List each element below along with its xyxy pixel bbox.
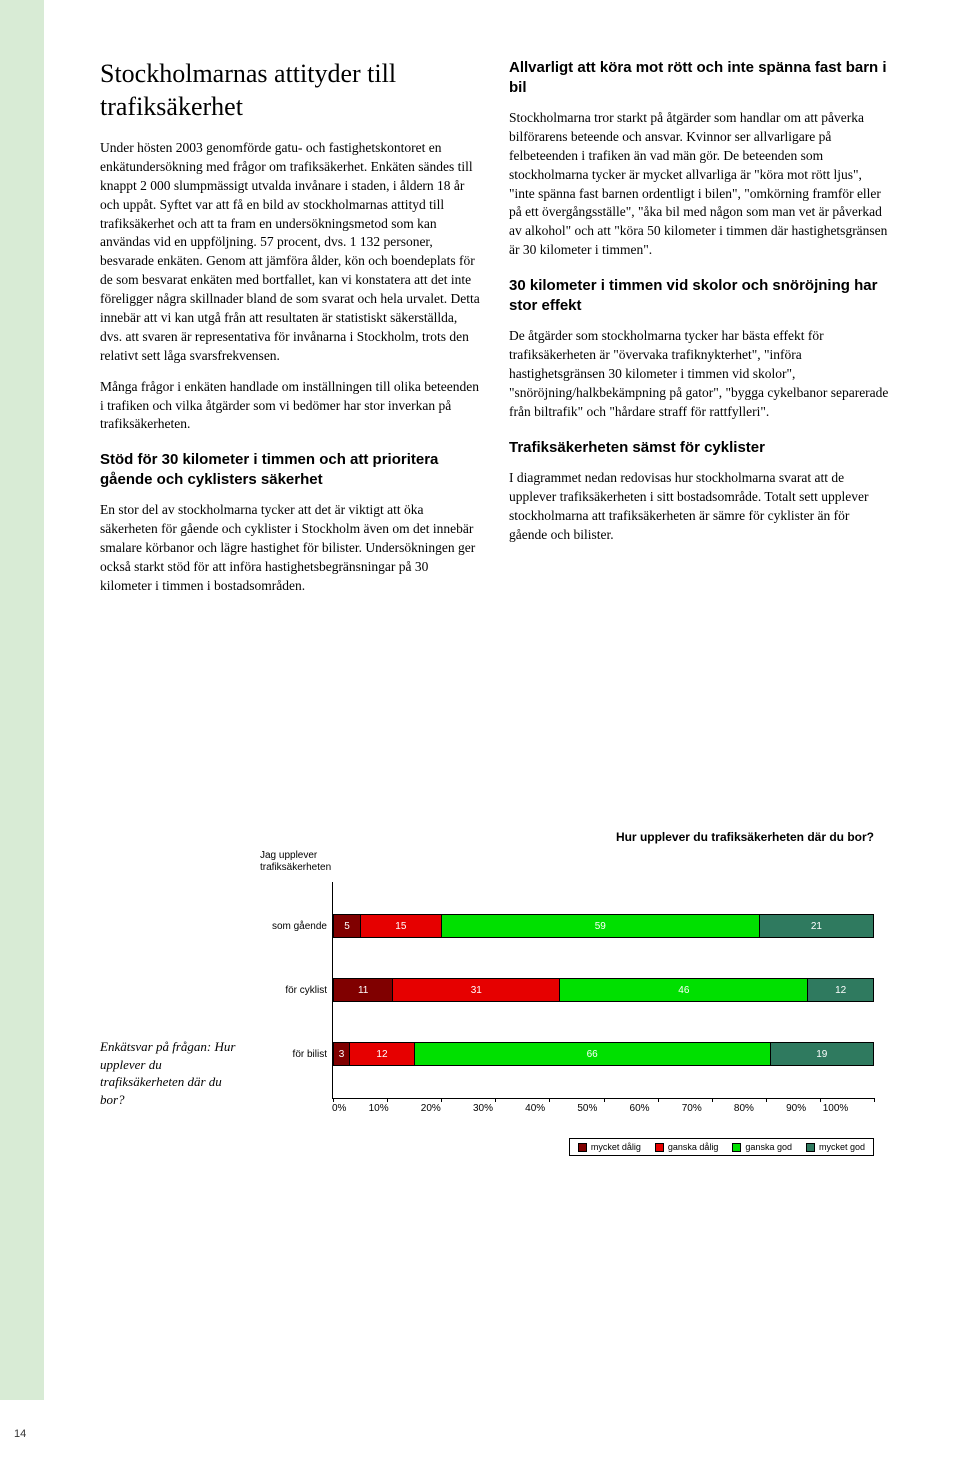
x-tick-label: 50% — [577, 1103, 597, 1114]
x-tick-marks — [333, 1098, 874, 1102]
legend-swatch — [806, 1143, 815, 1152]
chart-title: Hur upplever du trafiksäkerheten där du … — [258, 830, 874, 844]
chart-row: för cyklist11314612 — [333, 958, 874, 1022]
bar-segment: 3 — [334, 1043, 350, 1065]
chart-row-label: som gående — [259, 921, 327, 932]
chart-y-axis-label: Jag upplever trafiksäkerheten — [260, 850, 890, 874]
legend-item: ganska dålig — [655, 1142, 719, 1152]
ylabel-line: trafiksäkerheten — [260, 862, 331, 873]
bar-segment: 59 — [442, 915, 760, 937]
bar-segment: 46 — [560, 979, 808, 1001]
legend-label: mycket god — [819, 1142, 865, 1152]
legend-label: ganska dålig — [668, 1142, 719, 1152]
legend-item: mycket god — [806, 1142, 865, 1152]
legend-label: mycket dålig — [591, 1142, 641, 1152]
body-paragraph: En stor del av stockholmarna tycker att … — [100, 501, 481, 595]
chart-plot: som gående5155921för cyklist11314612för … — [332, 882, 874, 1099]
bar-track: 5155921 — [333, 914, 874, 938]
chart-side-caption: Enkätsvar på frågan: Hur upplever du tra… — [100, 1038, 238, 1120]
caption-text: Enkätsvar på frågan: Hur upplever du tra… — [100, 1038, 238, 1108]
page-content: Stockholmarnas attityder till trafiksäke… — [100, 58, 890, 608]
chart-row: för bilist3126619 — [333, 1022, 874, 1086]
bar-track: 3126619 — [333, 1042, 874, 1066]
bar-segment: 5 — [334, 915, 361, 937]
two-column-layout: Stockholmarnas attityder till trafiksäke… — [100, 58, 890, 608]
x-tick-label: 100% — [823, 1103, 849, 1114]
bar-segment: 12 — [808, 979, 873, 1001]
right-column: Allvarligt att köra mot rött och inte sp… — [509, 58, 890, 608]
x-tick-label: 0% — [332, 1103, 346, 1114]
x-tick-label: 70% — [682, 1103, 702, 1114]
section-heading: Allvarligt att köra mot rött och inte sp… — [509, 58, 890, 97]
page-number: 14 — [14, 1428, 26, 1440]
left-column: Stockholmarnas attityder till trafiksäke… — [100, 58, 481, 608]
legend-item: ganska god — [732, 1142, 792, 1152]
bar-segment: 66 — [415, 1043, 771, 1065]
bar-segment: 19 — [771, 1043, 873, 1065]
legend-item: mycket dålig — [578, 1142, 641, 1152]
bar-track: 11314612 — [333, 978, 874, 1002]
chart-legend: mycket dålig ganska dålig ganska god mycket… — [569, 1138, 874, 1156]
x-tick-label: 80% — [734, 1103, 754, 1114]
chart-row-label: för cyklist — [259, 985, 327, 996]
legend-swatch — [655, 1143, 664, 1152]
ylabel-line: Jag upplever — [260, 850, 317, 861]
chart-plot-area: som gående5155921för cyklist11314612för … — [258, 882, 890, 1156]
left-margin-strip — [0, 0, 44, 1400]
body-paragraph: Under hösten 2003 genomförde gatu- och f… — [100, 139, 481, 366]
x-tick-label: 20% — [421, 1103, 441, 1114]
chart-row-label: för bilist — [259, 1049, 327, 1060]
bar-segment: 12 — [350, 1043, 415, 1065]
x-tick-label: 60% — [630, 1103, 650, 1114]
body-paragraph: Många frågor i enkäten handlade om instä… — [100, 378, 481, 435]
bar-segment: 21 — [760, 915, 873, 937]
x-tick-label: 10% — [369, 1103, 389, 1114]
body-paragraph: De åtgärder som stockholmarna tycker har… — [509, 327, 890, 421]
bar-segment: 31 — [393, 979, 560, 1001]
x-tick-label: 40% — [525, 1103, 545, 1114]
legend-label: ganska god — [745, 1142, 792, 1152]
x-tick-labels: 0% 10% 20% 30% 40% 50% 60% 70% 80% 90% 100% — [332, 1103, 874, 1114]
body-paragraph: Stockholmarna tror starkt på åtgärder so… — [509, 109, 890, 260]
section-heading: 30 kilometer i timmen vid skolor och snö… — [509, 276, 890, 315]
x-tick-label: 90% — [786, 1103, 806, 1114]
body-paragraph: I diagrammet nedan redovisas hur stockho… — [509, 469, 890, 545]
x-tick-label: 30% — [473, 1103, 493, 1114]
bar-segment: 15 — [361, 915, 442, 937]
page-title: Stockholmarnas attityder till trafiksäke… — [100, 58, 481, 123]
section-heading: Stöd för 30 kilometer i timmen och att p… — [100, 450, 481, 489]
legend-swatch — [732, 1143, 741, 1152]
legend-swatch — [578, 1143, 587, 1152]
section-heading: Trafiksäkerheten sämst för cyklister — [509, 438, 890, 458]
chart-row: som gående5155921 — [333, 894, 874, 958]
bar-segment: 11 — [334, 979, 393, 1001]
chart-container: Hur upplever du trafiksäkerheten där du … — [258, 830, 890, 1156]
